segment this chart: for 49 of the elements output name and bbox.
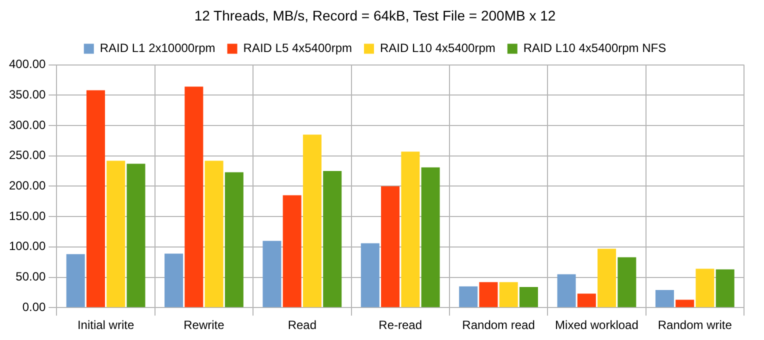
bar	[519, 286, 538, 308]
bar	[421, 167, 440, 308]
bar	[106, 160, 126, 308]
bar	[655, 290, 674, 308]
bar	[499, 282, 518, 308]
bar	[557, 274, 576, 308]
bar	[676, 300, 694, 308]
bar	[224, 172, 244, 308]
bar	[479, 282, 498, 308]
y-tick-label: 100.00	[9, 239, 46, 254]
y-tick-label: 350.00	[9, 87, 46, 102]
bar	[696, 268, 714, 308]
x-tick-label: Read	[288, 318, 317, 332]
x-tick-label: Random write	[658, 318, 732, 332]
y-tick-label: 250.00	[9, 148, 46, 162]
y-tick-label: 400.00	[9, 57, 46, 72]
bar	[66, 254, 85, 308]
legend-label: RAID L10 4x5400rpm	[380, 41, 496, 56]
bar	[323, 171, 342, 308]
y-tick-label: 50.00	[16, 270, 46, 284]
bar	[184, 86, 204, 308]
y-tick-label: 200.00	[9, 178, 46, 193]
bar	[401, 152, 420, 308]
y-tick-label: 0.00	[22, 300, 46, 314]
bar	[302, 134, 322, 308]
x-tick-label: Re-read	[378, 318, 422, 332]
legend-label: RAID L1 2x10000rpm	[100, 41, 216, 56]
x-tick-label: Rewrite	[184, 318, 225, 332]
x-tick-label: Mixed workload	[555, 318, 638, 332]
bar	[598, 248, 616, 308]
bar	[618, 257, 636, 308]
bar	[86, 90, 105, 308]
y-tick-label: 150.00	[9, 208, 46, 223]
bar	[204, 160, 224, 308]
bar	[164, 254, 184, 308]
chart-title: 12 Threads, MB/s, Record = 64kB, Test File = 200MB x 12	[194, 7, 556, 24]
bar	[459, 286, 478, 308]
bar	[716, 269, 734, 308]
bar	[282, 195, 302, 308]
bar	[262, 240, 282, 308]
bar	[577, 294, 596, 308]
legend-label: RAID L10 4x5400rpm NFS	[523, 41, 666, 56]
bar	[360, 243, 380, 308]
y-tick-label: 300.00	[9, 118, 46, 132]
bar	[381, 186, 400, 308]
x-tick-label: Random read	[462, 318, 535, 332]
x-tick-label: Initial write	[77, 318, 134, 332]
bar	[126, 164, 146, 308]
legend-label: RAID L5 4x5400rpm	[243, 41, 352, 56]
